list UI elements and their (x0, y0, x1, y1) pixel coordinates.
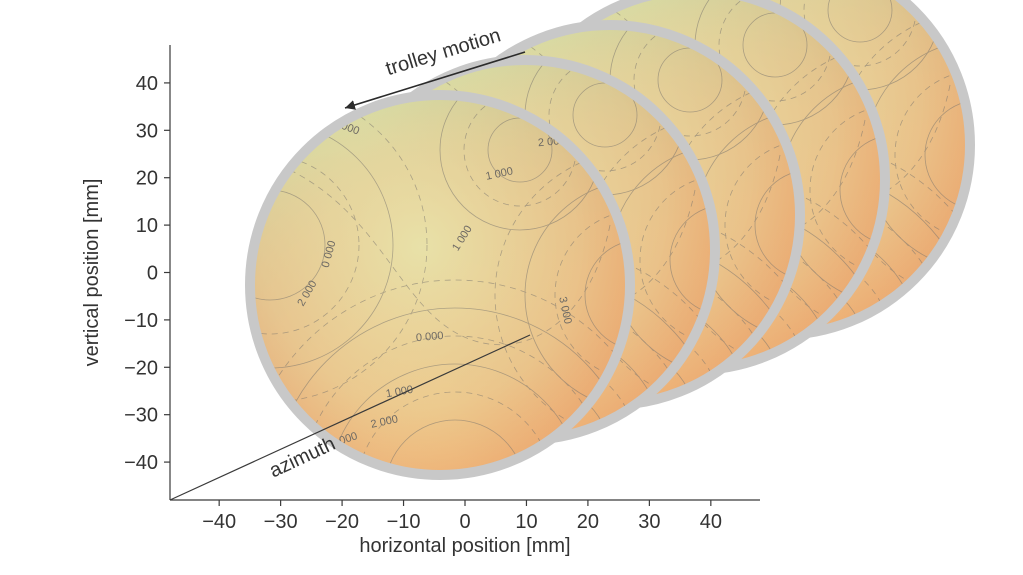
y-tick-label: 10 (136, 215, 158, 237)
x-tick-label: −30 (264, 511, 298, 533)
x-tick-label: −40 (202, 511, 236, 533)
y-tick-label: 20 (136, 168, 158, 190)
x-tick-label: 10 (515, 511, 537, 533)
x-tick-label: 30 (638, 511, 660, 533)
y-tick-label: 0 (147, 263, 158, 285)
x-tick-label: 0 (459, 511, 470, 533)
y-tick-label: −30 (124, 405, 158, 427)
y-tick-label: 30 (136, 120, 158, 142)
x-axis-label: horizontal position [mm] (359, 535, 570, 557)
y-tick-label: −20 (124, 357, 158, 379)
y-tick-label: 40 (136, 73, 158, 95)
x-tick-label: 20 (577, 511, 599, 533)
x-tick-label: −20 (325, 511, 359, 533)
x-tick-label: −10 (387, 511, 421, 533)
y-axis-label: vertical position [mm] (81, 179, 103, 367)
y-tick-label: −10 (124, 310, 158, 332)
azimuth-label: azimuth (266, 433, 339, 483)
y-tick-label: −40 (124, 452, 158, 474)
contour-label: 0 000 (416, 330, 444, 344)
x-tick-label: 40 (700, 511, 722, 533)
